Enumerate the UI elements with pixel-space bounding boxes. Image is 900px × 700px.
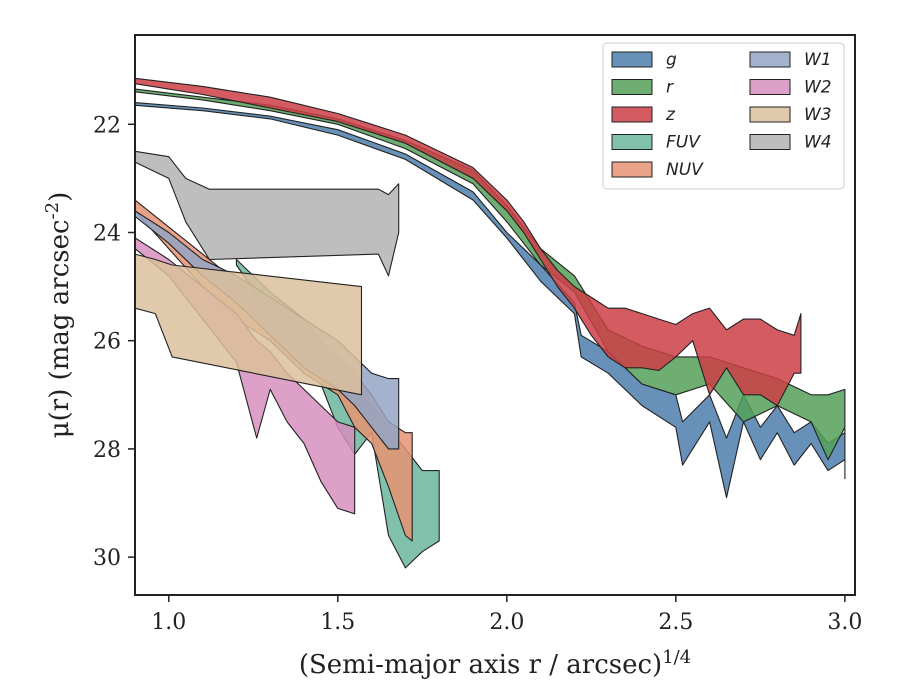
y-tick-label: 22	[93, 113, 121, 138]
legend-label-w1: W1	[804, 50, 832, 70]
y-tick-label: 26	[93, 330, 121, 355]
legend-swatch-r	[611, 79, 653, 95]
y-axis: 22 24 26 28 30	[93, 113, 135, 571]
plot-frame	[134, 34, 856, 596]
legend-label-g: g	[666, 50, 677, 70]
legend: grz FUV NUV W1 W2 W3 W4	[602, 42, 845, 190]
legend-swatch-w3	[749, 106, 791, 123]
legend-swatch-fuv	[611, 134, 653, 150]
x-tick-label: 3.0	[827, 610, 862, 635]
legend-swatch-w2	[749, 79, 791, 95]
y-tick-label: 24	[93, 221, 121, 246]
y-axis-title: μ(r) (mag arcsec-2)	[42, 192, 75, 439]
series-band-w3	[135, 253, 363, 396]
y-tick-label: 30	[93, 546, 121, 571]
legend-label-w2: W2	[804, 78, 832, 98]
legend-swatch-g	[611, 51, 653, 68]
x-axis: 1.0 1.5 2.0 2.5 3.0	[151, 595, 862, 635]
legend-label-r: r	[666, 78, 674, 98]
legend-label-fuv: FUV	[666, 133, 701, 153]
x-tick-label: 1.0	[151, 610, 186, 635]
series-band-w4	[135, 150, 400, 277]
legend-swatch-z	[611, 106, 653, 123]
legend-label-w4: W4	[804, 133, 832, 153]
x-tick-label: 1.5	[320, 610, 355, 635]
x-tick-label: 2.0	[489, 610, 524, 635]
series-band-z	[135, 77, 802, 407]
x-tick-label: 2.5	[658, 610, 693, 635]
legend-swatch-w1	[749, 51, 791, 68]
legend-label-w3: W3	[804, 105, 832, 125]
legend-label-z: z	[665, 105, 676, 125]
y-tick-label: 28	[93, 438, 121, 463]
x-axis-title: (Semi-major axis r / arcsec)1/4	[299, 647, 691, 680]
legend-swatch-w4	[749, 134, 791, 150]
series-layer	[135, 77, 846, 569]
legend-swatch-nuv	[611, 161, 653, 178]
legend-label-nuv: NUV	[666, 160, 704, 180]
